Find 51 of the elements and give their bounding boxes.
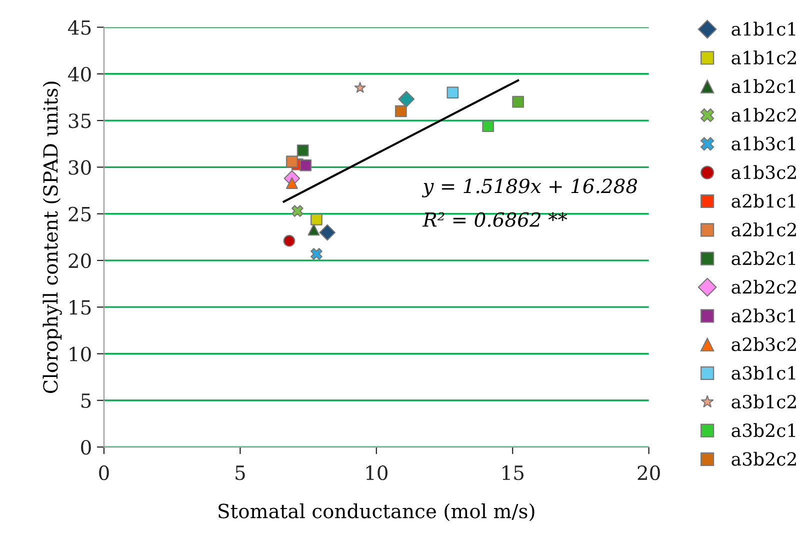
y-tick-label: 5 [81,394,91,408]
legend-label: a1b1c1 [732,22,796,36]
point [482,120,494,132]
point [512,96,524,108]
point [296,144,309,156]
point [300,159,312,172]
legend-label: a1b3c1 [732,136,796,150]
legend-label: a3b1c1 [732,366,796,380]
y-tick-label: 40 [68,66,91,82]
x-tick-label: 10 [366,465,388,480]
legend-label: a2b2c1 [732,251,796,266]
legend-label: a3b2c2 [732,452,796,466]
point [394,105,407,118]
annotation: R² = 0.6862 ** [422,212,568,227]
y-tick-label: 15 [70,300,91,315]
y-tick-label: 0 [81,440,91,455]
y-tick-label: 45 [68,20,91,35]
x-tick-label: 15 [502,465,524,480]
legend-label: a3b1c2 [732,394,796,408]
point [310,213,322,226]
y-tick-label: 20 [68,253,91,268]
x-axis-title: Stomatal conductance (mol m/s) [218,503,534,522]
point [310,248,322,260]
x-tick-label: 0 [99,465,109,480]
y-tick-label: 30 [68,160,91,175]
legend-label: a1b3c2 [732,165,796,180]
legend-label: a2b1c1 [732,194,796,208]
point [398,90,415,108]
y-tick-label: 25 [68,206,91,222]
legend-label: a3b2c1 [732,423,796,438]
point [286,156,298,168]
legend-label: a1b1c2 [732,50,796,64]
annotation: y = 1.5189x + 16.288 [422,178,638,198]
point [446,86,459,98]
y-tick-label: 10 [70,346,91,362]
point [286,177,298,189]
x-tick-label: 20 [638,465,660,480]
x-tick-label: 5 [236,466,245,480]
legend-label: a2b3c2 [732,337,796,352]
point [283,234,296,247]
legend-label: a1b2c1 [732,79,796,94]
point [354,82,366,93]
legend-label: a1b2c2 [732,108,796,122]
y-tick-label: 35 [68,113,91,128]
point [291,205,304,217]
point [308,224,320,236]
legend-label: a2b1c2 [732,222,796,236]
point [319,224,336,241]
legend-label: a2b2c2 [732,280,796,294]
legend-label: a2b3c1 [732,308,796,322]
y-axis-title: Clorophyll content (SPAD units) [42,82,62,394]
